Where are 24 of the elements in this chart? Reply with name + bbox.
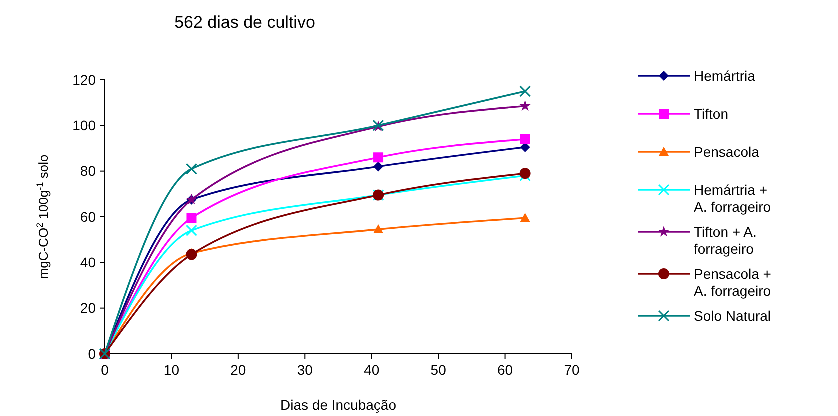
y-tick-label: 100 <box>72 118 96 134</box>
x-tick-label: 10 <box>164 362 180 378</box>
y-tick-label: 80 <box>80 163 96 180</box>
legend-label: Solo Natural <box>694 308 772 324</box>
chart-title: 562 dias de cultivo <box>174 13 316 32</box>
x-tick-label: 60 <box>497 362 514 378</box>
x-tick-label: 30 <box>297 362 314 378</box>
y-tick-label: 20 <box>80 300 96 316</box>
x-tick-label: 20 <box>230 362 246 378</box>
y-tick-label: 0 <box>88 346 96 362</box>
y-tick-label: 40 <box>80 254 96 271</box>
legend-label: Hemártria <box>694 68 756 84</box>
x-tick-label: 40 <box>364 362 380 378</box>
legend-label: Pensacola <box>694 144 760 160</box>
x-axis-title: Dias de Incubação <box>280 397 397 413</box>
legend-label: Tifton <box>694 106 728 122</box>
y-tick-label: 120 <box>72 72 96 88</box>
legend-label: Hemártria + A. forrageiro <box>694 182 772 215</box>
legend-label: Tifton + A. forrageiro <box>694 224 757 257</box>
x-tick-label: 50 <box>430 362 447 378</box>
legend-label: Pensacola + A. forrageiro <box>694 266 772 299</box>
y-tick-label: 60 <box>80 208 96 225</box>
x-tick-label: 0 <box>101 362 110 378</box>
x-tick-label: 70 <box>564 362 580 378</box>
